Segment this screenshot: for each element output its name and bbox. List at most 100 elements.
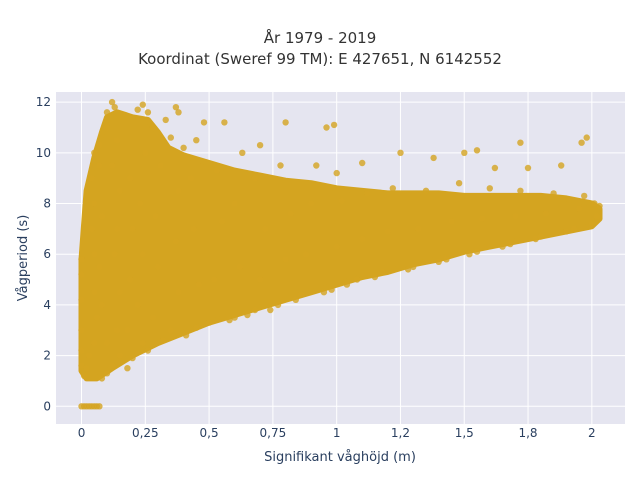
y-axis-title: Vågperiod (s)	[16, 215, 31, 302]
data-point	[422, 187, 430, 194]
data-point	[353, 276, 361, 283]
data-point	[108, 162, 116, 169]
data-point	[78, 256, 85, 263]
data-point	[359, 235, 366, 243]
data-point	[144, 347, 152, 354]
data-point	[157, 162, 164, 169]
data-point	[473, 248, 481, 255]
data-point	[282, 256, 289, 263]
data-point	[430, 154, 437, 162]
data-point	[78, 347, 85, 354]
data-point	[91, 149, 98, 156]
data-point	[114, 137, 121, 144]
data-point	[343, 281, 351, 288]
data-point	[244, 311, 251, 319]
x-tick-label: 1,5	[455, 426, 474, 440]
data-point	[251, 306, 259, 314]
data-point	[108, 98, 116, 106]
data-point	[126, 175, 134, 182]
data-point	[114, 327, 121, 334]
data-point	[91, 289, 98, 296]
data-point	[78, 271, 85, 278]
data-point	[323, 124, 330, 131]
data-point	[287, 210, 294, 217]
data-point	[379, 268, 386, 276]
data-point	[172, 104, 180, 111]
data-point	[404, 266, 412, 273]
data-point	[302, 251, 310, 258]
data-point	[83, 365, 90, 372]
data-point	[532, 235, 539, 243]
data-point	[86, 352, 93, 359]
data-point	[389, 185, 396, 192]
data-point	[175, 109, 182, 116]
data-point	[297, 291, 305, 298]
data-point	[91, 200, 98, 207]
data-point	[499, 243, 506, 250]
data-point	[103, 370, 111, 377]
x-tick-label: 1	[333, 426, 341, 440]
data-point	[205, 319, 213, 326]
data-point	[558, 162, 565, 169]
x-tick-label: 0	[78, 426, 86, 440]
data-point	[88, 225, 95, 233]
y-tick-label: 2	[43, 349, 51, 363]
data-point	[190, 225, 197, 233]
x-tick-label: 0,75	[260, 426, 287, 440]
data-point	[78, 362, 85, 369]
data-point	[443, 256, 450, 263]
data-point	[320, 289, 328, 296]
data-point	[262, 225, 269, 233]
data-point	[251, 175, 259, 182]
data-point	[461, 149, 468, 156]
data-point	[149, 124, 157, 131]
data-point	[588, 220, 595, 227]
data-point	[333, 243, 340, 250]
data-point	[144, 109, 152, 116]
data-point	[134, 301, 141, 309]
data-point	[129, 354, 136, 362]
data-point	[507, 240, 514, 248]
data-point	[537, 233, 544, 240]
data-point	[91, 251, 98, 258]
data-point	[96, 142, 103, 149]
data-point	[517, 139, 524, 146]
data-point	[116, 187, 124, 194]
data-point	[129, 225, 136, 233]
data-point	[124, 365, 131, 372]
x-tick-label: 1,8	[518, 426, 537, 440]
data-point	[550, 190, 557, 197]
data-point	[575, 205, 583, 212]
y-tick-label: 8	[43, 197, 51, 211]
data-point	[96, 263, 103, 271]
data-point	[195, 281, 203, 288]
data-point	[139, 101, 146, 108]
data-point	[364, 190, 371, 197]
data-point	[591, 200, 598, 207]
chart-title-line-1: År 1979 - 2019	[263, 29, 377, 47]
y-tick-label: 4	[43, 298, 51, 312]
y-axis-ticks: 0 2 4 6 8 10 12	[36, 95, 51, 413]
data-point	[98, 213, 106, 220]
data-point	[126, 276, 134, 283]
data-point	[218, 218, 226, 225]
data-point	[313, 162, 320, 169]
data-point	[103, 109, 111, 116]
data-point	[410, 263, 417, 271]
data-point	[167, 327, 174, 334]
data-point	[570, 225, 578, 233]
data-point	[111, 251, 118, 258]
data-point	[596, 202, 603, 210]
data-point	[80, 372, 88, 379]
data-point	[200, 119, 208, 126]
data-point	[111, 104, 118, 111]
data-point	[96, 162, 103, 169]
data-point	[137, 200, 144, 207]
data-point	[563, 228, 570, 235]
data-point	[160, 337, 167, 344]
data-point	[491, 164, 499, 172]
data-point	[162, 116, 169, 124]
data-point	[593, 213, 601, 220]
data-point	[581, 192, 588, 200]
